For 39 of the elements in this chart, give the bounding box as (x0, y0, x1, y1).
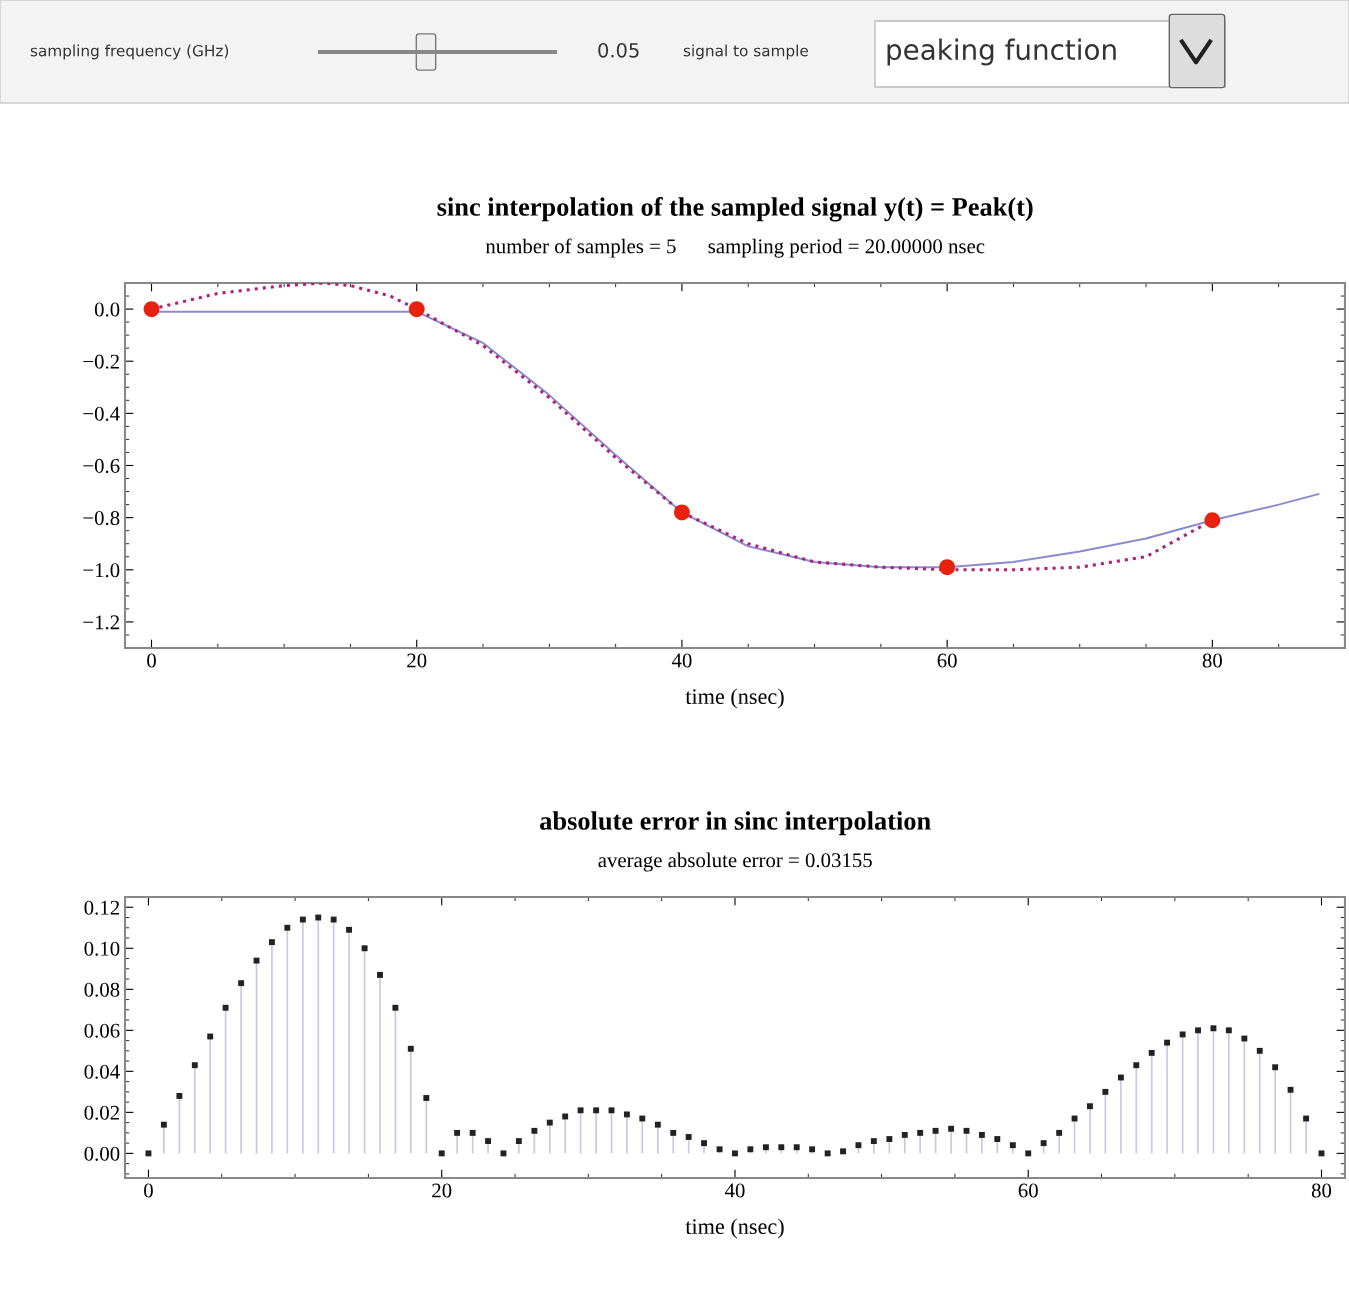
y-tick-label: 0.02 (84, 1105, 119, 1120)
x-tick-label: 40 (724, 1183, 745, 1198)
y-tick-label: 0.04 (84, 1064, 120, 1079)
text: peaking function (887, 38, 1116, 66)
y-tick-label: 0.10 (84, 941, 120, 956)
y-tick-label: −1.2 (83, 615, 119, 630)
x-tick-label: 60 (1018, 1183, 1038, 1198)
y-tick-label: 0.00 (84, 1146, 120, 1161)
text: signal to sample (683, 44, 808, 60)
y-tick-label: −0.6 (83, 458, 120, 474)
point (674, 504, 690, 521)
chart-title: sinc interpolation of the sampled signal y(t) = Peak(t) (437, 197, 1033, 222)
x-tick-label: 80 (1311, 1183, 1332, 1198)
y-tick-label: −0.8 (83, 511, 120, 526)
y-tick-label: −1.0 (83, 563, 120, 578)
y-tick-label: 0.12 (84, 900, 119, 915)
y-tick-label: −0.2 (83, 354, 119, 369)
chart-title: absolute error in sinc interpolation (540, 811, 931, 836)
x-tick-label: 20 (432, 1183, 452, 1198)
text: sampling frequency (GHz) (30, 44, 229, 60)
y-tick-label: −0.4 (83, 406, 120, 421)
x-axis-title: time (nsec) (685, 1218, 784, 1239)
y-tick-label: 0.08 (84, 982, 120, 997)
chart-subtitle: average absolute error = 0.03155 (598, 852, 872, 872)
y-tick-label: 0.0 (94, 302, 120, 317)
point (408, 301, 425, 317)
x-tick-label: 20 (407, 653, 427, 668)
x-tick-label: 80 (1202, 653, 1222, 668)
point (939, 559, 956, 576)
x-tick-label: 0 (144, 1183, 153, 1198)
x-tick-label: 0 (147, 653, 156, 668)
x-tick-label: 60 (937, 653, 957, 668)
chart-subtitle: number of samples = 5 sampling period = 20.00000 nsec (485, 238, 985, 258)
point (143, 301, 160, 317)
y-tick-label: 0.06 (84, 1023, 120, 1038)
x-axis-title: time (nsec) (685, 688, 784, 709)
x-tick-label: 40 (671, 653, 692, 668)
point (1204, 512, 1221, 529)
text: 0.05 (598, 42, 639, 58)
